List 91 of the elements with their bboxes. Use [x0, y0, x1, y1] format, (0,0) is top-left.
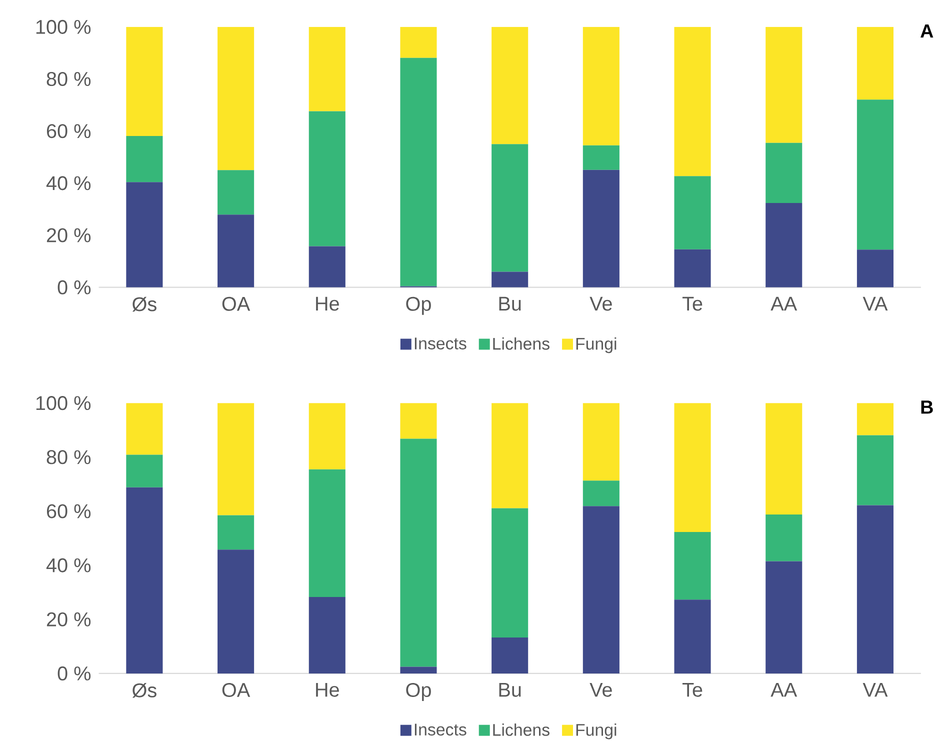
y-tick-label: 0 % [58, 666, 91, 680]
bar [308, 246, 346, 288]
legend-label: Insects [414, 338, 466, 350]
y-tick-label: 80 % [46, 450, 91, 464]
legend-label: Fungi [576, 337, 616, 354]
y-tick-label: 0 % [58, 280, 91, 294]
bar [126, 136, 163, 182]
bar [308, 403, 346, 470]
x-tick-label: OA [222, 682, 250, 697]
bar [856, 435, 894, 506]
bar [766, 403, 802, 514]
chart-title: B [921, 400, 933, 414]
bar [766, 142, 802, 203]
bar [582, 145, 620, 170]
legend-label: Fungi [576, 723, 616, 740]
bar [126, 26, 163, 136]
bar [308, 111, 346, 246]
x-tick-label: Bu [499, 296, 521, 311]
chart-title: A [920, 24, 934, 38]
bar [400, 403, 437, 439]
x-tick-label: Bu [499, 682, 521, 697]
bar [308, 596, 346, 674]
bar [856, 403, 894, 436]
bar [492, 144, 528, 272]
y-tick-label: 20 % [46, 612, 91, 626]
bar [856, 26, 894, 100]
bar [674, 403, 711, 532]
x-tick-label: Op [406, 296, 431, 315]
bar [218, 26, 254, 170]
bar [400, 26, 437, 58]
bar [400, 666, 437, 674]
bar [492, 508, 528, 638]
bar [766, 26, 802, 143]
y-tick-label: 40 % [46, 176, 91, 190]
bar [126, 454, 163, 488]
y-tick-label: 20 % [46, 228, 91, 242]
bar [492, 637, 528, 674]
bar [674, 176, 711, 250]
bar [400, 58, 437, 286]
y-tick-label: 100 % [36, 20, 91, 34]
bar [126, 403, 163, 455]
bar [218, 214, 254, 288]
bar [218, 515, 254, 550]
x-tick-label: VA [862, 296, 888, 310]
legend-label: Lichens [493, 723, 550, 736]
bar [674, 249, 711, 288]
x-tick-label: Ve [590, 682, 612, 697]
y-tick-label: 60 % [46, 504, 91, 518]
x-tick-label: He [316, 296, 339, 311]
bar [766, 202, 802, 288]
x-tick-label: Op [406, 682, 431, 701]
bar [582, 403, 620, 481]
bar [674, 26, 711, 176]
bar [218, 170, 254, 215]
bar [856, 100, 894, 250]
bar [492, 272, 528, 288]
x-tick-label: Te [682, 296, 702, 311]
x-tick-label: Øs [132, 682, 156, 698]
x-tick-label: AA [770, 296, 798, 310]
x-tick-label: Te [682, 682, 702, 697]
bar [492, 403, 528, 508]
bar [218, 403, 254, 516]
bar [674, 532, 711, 600]
legend-label: Lichens [493, 337, 550, 350]
y-tick-label: 80 % [46, 72, 91, 86]
x-tick-label: Ve [590, 296, 612, 311]
bar [674, 600, 711, 674]
x-tick-label: Øs [132, 296, 156, 312]
y-tick-label: 40 % [46, 558, 91, 572]
x-tick-label: AA [770, 682, 798, 697]
bar [856, 250, 894, 288]
bar [582, 506, 620, 674]
x-tick-label: He [316, 682, 339, 697]
bar [308, 469, 346, 597]
bar [126, 182, 163, 288]
bar [582, 26, 620, 146]
legend-label: Insects [414, 724, 466, 736]
bar [582, 480, 620, 506]
bar [856, 505, 894, 674]
bar [400, 438, 437, 667]
bar [766, 514, 802, 562]
bar [218, 550, 254, 674]
bar [308, 26, 346, 112]
bar [126, 487, 163, 674]
bar [766, 561, 802, 674]
bar [492, 26, 528, 144]
x-tick-label: OA [222, 296, 250, 311]
y-tick-label: 100 % [36, 396, 91, 410]
bar [582, 170, 620, 288]
x-tick-label: VA [862, 682, 888, 697]
y-tick-label: 60 % [46, 124, 91, 138]
